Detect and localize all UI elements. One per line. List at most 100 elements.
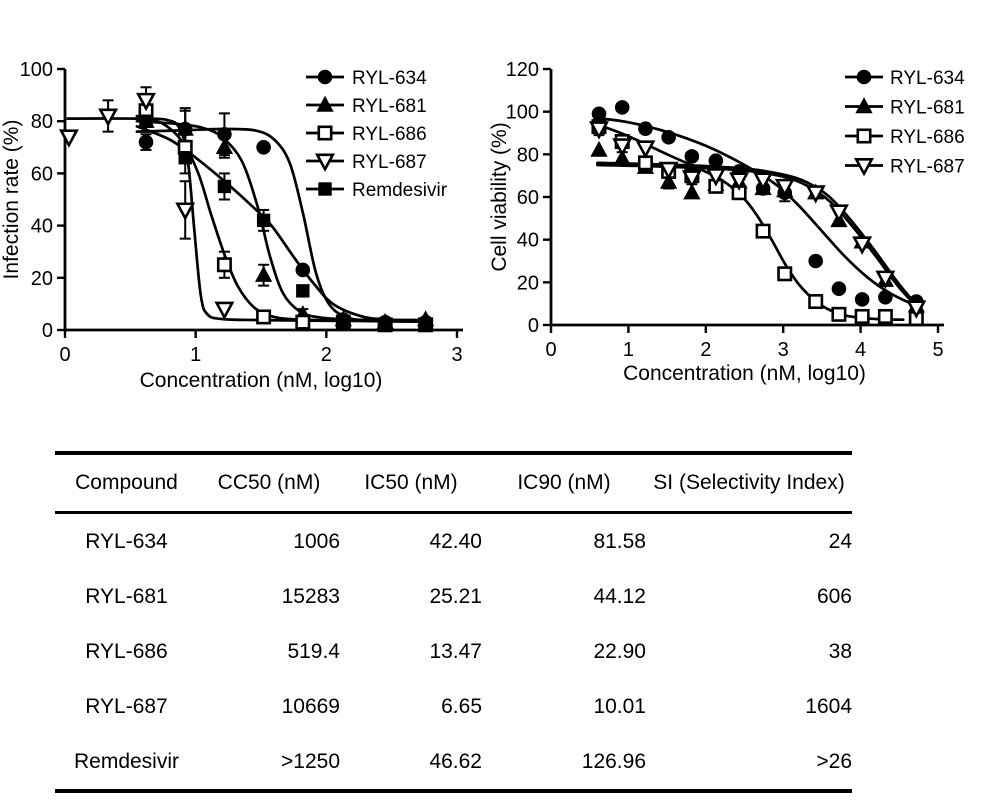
RYL-687-data-point — [852, 236, 873, 255]
si-cell: 1604 — [805, 694, 852, 718]
RYL-634-legend-marker — [317, 69, 333, 85]
RYL-687-data-point — [753, 172, 774, 191]
table-row: RYL-687 10669 6.65 10.01 1604 — [55, 679, 852, 734]
RYL-681-data-point — [254, 265, 273, 282]
legend-item-RYL-686: RYL-686 — [845, 127, 965, 148]
y-tick-label: 60 — [517, 187, 539, 209]
compound-cell: RYL-681 — [85, 584, 168, 608]
RYL-634-data-point — [808, 253, 824, 269]
col-header-ic50: IC50 (nM) — [340, 453, 482, 514]
RYL-634-data-point — [256, 140, 271, 155]
RYL-686-legend-marker — [317, 125, 333, 141]
x-tick-label: 2 — [700, 339, 711, 361]
legend-item-RYL-681: RYL-681 — [845, 97, 965, 119]
RYL-634-data-point — [138, 134, 154, 150]
legend-label: RYL-681 — [352, 96, 427, 117]
cell-viability-chart: 0 1 2 3 4 5 0 20 40 60 80 100 120 Concentration (nM, … — [488, 59, 965, 385]
ic50-cell: 25.21 — [429, 584, 482, 608]
x-tick-label: 3 — [451, 344, 462, 366]
si-cell: 24 — [828, 529, 852, 553]
legend-label: RYL-634 — [352, 68, 427, 89]
y-tick-label: 40 — [31, 216, 53, 238]
legend-label: RYL-681 — [890, 98, 965, 119]
col-header-ic90: IC90 (nM) — [482, 453, 646, 514]
selectivity-table-wrap: Compound CC50 (nM) IC50 (nM) IC90 (nM) S… — [55, 451, 852, 793]
RYL-686-data-point — [295, 314, 311, 330]
cc50-cell: 1006 — [293, 529, 340, 553]
RYL-634-data-point — [854, 292, 870, 307]
RYL-687-data-point — [589, 121, 609, 140]
RYL-686-data-point — [831, 306, 847, 322]
legend-item-RYL-634: RYL-634 — [845, 68, 965, 89]
Remdesivir-curve — [135, 125, 430, 323]
infection-rate-chart: 0 1 2 3 0 20 40 60 80 100 Concentration (nM, log10… — [0, 59, 463, 392]
Remdesivir-data-point — [178, 151, 192, 165]
ic50-cell: 42.40 — [429, 529, 482, 553]
RYL-686-data-point — [216, 257, 232, 273]
RYL-634-data-point — [831, 281, 847, 297]
legend-item-RYL-681: RYL-681 — [306, 95, 427, 117]
RYL-681-data-point — [176, 119, 194, 136]
RYL-687-data-point — [612, 138, 633, 157]
y-tick-label: 0 — [528, 315, 539, 337]
legend-item-RYL-687: RYL-687 — [306, 152, 427, 173]
x-axis-title: Concentration (nM, log10) — [140, 369, 383, 392]
table-header-row: Compound CC50 (nM) IC50 (nM) IC90 (nM) S… — [55, 453, 852, 514]
RYL-687-data-point — [906, 300, 927, 319]
ic90-cell: 22.90 — [593, 639, 646, 663]
table-row: RYL-686 519.4 13.47 22.90 38 — [55, 624, 852, 679]
RYL-634-data-point — [878, 289, 893, 305]
table-row: RYL-634 1006 42.40 81.58 24 — [55, 513, 852, 570]
x-tick-label: 2 — [321, 344, 332, 366]
RYL-687-data-point — [729, 172, 750, 191]
Remdesivir-data-point — [139, 114, 153, 128]
series-RYL-687 — [58, 92, 235, 321]
RYL-681-legend-marker — [316, 95, 334, 112]
Remdesivir-data-point — [217, 179, 232, 194]
series-Remdesivir — [139, 114, 433, 332]
Remdesivir-legend-marker — [318, 182, 332, 196]
RYL-687-data-point — [658, 161, 679, 181]
RYL-634-data-point — [638, 121, 653, 137]
RYL-634-data-point — [708, 153, 724, 169]
Remdesivir-data-point — [378, 318, 392, 332]
legend-label: RYL-686 — [352, 124, 427, 145]
RYL-686-data-point — [808, 294, 824, 310]
x-tick-label: 0 — [545, 339, 556, 361]
table-row: RYL-681 15283 25.21 44.12 606 — [55, 569, 852, 624]
x-tick-label: 4 — [855, 339, 866, 361]
y-axis-title: Infection rate (%) — [0, 120, 23, 280]
si-cell: 606 — [816, 584, 852, 608]
y-axis-title: Cell viability (%) — [488, 122, 511, 271]
Remdesivir-data-point — [418, 318, 433, 332]
y-tick-label: 100 — [20, 59, 53, 81]
RYL-634-data-point — [661, 129, 676, 145]
RYL-681-curve — [135, 119, 430, 322]
y-tick-label: 20 — [31, 268, 53, 290]
RYL-686-data-point — [755, 223, 771, 239]
x-tick-label: 1 — [623, 339, 634, 361]
RYL-687-data-point — [774, 178, 795, 198]
cc50-cell: 15283 — [281, 584, 340, 608]
x-axis-title: Concentration (nM, log10) — [623, 362, 866, 385]
Remdesivir-data-point — [256, 213, 271, 228]
RYL-681-legend-marker — [855, 97, 873, 114]
legend-item-RYL-634: RYL-634 — [306, 68, 427, 89]
RYL-686-legend-marker — [856, 128, 872, 144]
RYL-681-data-point — [215, 138, 234, 154]
axis-labels: 0 1 2 3 0 20 40 60 80 100 Concentration (nM, log10… — [0, 59, 463, 392]
ic50-cell: 13.47 — [429, 639, 482, 663]
y-tick-label: 120 — [506, 59, 539, 81]
y-tick-label: 80 — [517, 144, 539, 166]
legend-label: RYL-687 — [890, 157, 965, 178]
axis-labels: 0 1 2 3 4 5 0 20 40 60 80 100 120 Concentration (nM, … — [488, 59, 944, 385]
series-RYL-687 — [589, 121, 927, 319]
compound-cell: RYL-634 — [85, 529, 168, 553]
RYL-687-data-point — [175, 202, 196, 221]
fit-curves — [66, 114, 430, 323]
RYL-681-data-point — [660, 172, 678, 189]
x-tick-label: 0 — [59, 344, 70, 366]
RYL-686-data-point — [854, 308, 870, 324]
RYL-687-data-point — [705, 168, 726, 187]
